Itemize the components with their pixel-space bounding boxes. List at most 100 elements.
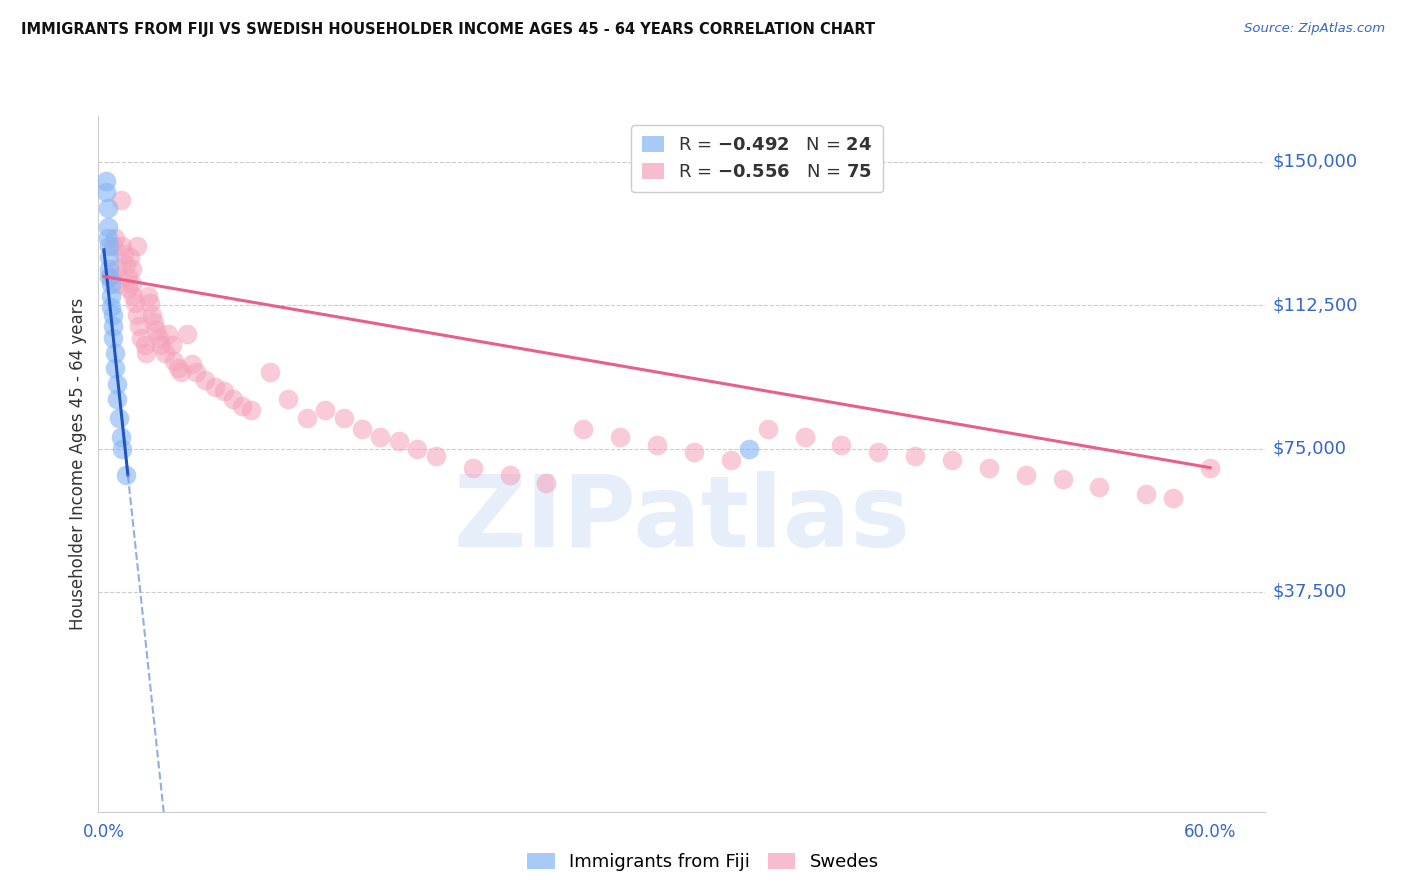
Point [97,231,120,245]
Point [105,392,128,406]
Point [100,288,122,302]
Point [830,438,852,452]
Point [122,288,145,302]
Point [110,430,132,444]
Point [142,315,165,329]
Point [977,460,1000,475]
Point [105,376,128,391]
Text: $150,000: $150,000 [1272,153,1358,171]
Point [129,331,152,345]
Point [136,288,159,302]
Y-axis label: Householder Income Ages 45 - 64 years: Householder Income Ages 45 - 64 years [69,298,87,630]
Point [194,373,217,387]
Point [150,338,173,352]
Point [127,239,149,253]
Point [100,300,122,314]
Point [536,475,558,490]
Point [406,442,429,456]
Point [101,331,124,345]
Point [117,269,139,284]
Point [128,319,150,334]
Point [104,231,127,245]
Point [100,269,122,284]
Point [94,186,117,200]
Point [94,174,117,188]
Point [157,326,180,341]
Point [222,392,245,406]
Point [118,251,141,265]
Point [124,296,146,310]
Point [295,411,318,425]
Legend: R = $\mathbf{-0.492}$   N = $\mathbf{24}$, R = $\mathbf{-0.556}$   N = $\mathbf{: R = $\mathbf{-0.492}$ N = $\mathbf{24}$,… [631,125,883,192]
Point [425,449,447,463]
Point [107,411,129,425]
Point [609,430,631,444]
Point [163,353,186,368]
Point [240,403,263,417]
Point [121,277,143,292]
Point [352,422,374,436]
Point [160,338,183,352]
Point [170,365,193,379]
Text: $75,000: $75,000 [1272,440,1347,458]
Text: 60.0%: 60.0% [1184,823,1236,841]
Point [135,346,157,360]
Point [166,361,188,376]
Point [101,239,124,253]
Point [97,201,120,215]
Point [121,261,143,276]
Point [904,449,927,463]
Text: Source: ZipAtlas.com: Source: ZipAtlas.com [1244,22,1385,36]
Point [134,338,156,352]
Point [101,308,124,322]
Point [105,261,128,276]
Point [738,442,761,456]
Point [153,346,176,360]
Point [176,326,198,341]
Point [115,468,138,483]
Point [101,319,124,334]
Point [868,445,890,459]
Point [111,442,134,456]
Point [572,422,595,436]
Point [145,323,167,337]
Point [98,269,121,284]
Point [117,281,139,295]
Legend: Immigrants from Fiji, Swedes: Immigrants from Fiji, Swedes [520,846,886,879]
Text: ZIPatlas: ZIPatlas [454,471,910,568]
Point [259,365,281,379]
Point [314,403,336,417]
Point [231,400,253,414]
Point [212,384,235,399]
Point [98,251,121,265]
Point [720,453,742,467]
Text: $112,500: $112,500 [1272,296,1358,314]
Point [111,239,134,253]
Point [461,460,484,475]
Point [1052,472,1074,486]
Point [1161,491,1184,506]
Point [204,380,226,394]
Point [498,468,520,483]
Point [793,430,815,444]
Text: IMMIGRANTS FROM FIJI VS SWEDISH HOUSEHOLDER INCOME AGES 45 - 64 YEARS CORRELATIO: IMMIGRANTS FROM FIJI VS SWEDISH HOUSEHOL… [21,22,875,37]
Point [98,239,121,253]
Point [97,219,120,234]
Point [112,246,135,260]
Point [100,277,122,292]
Point [1015,468,1038,483]
Point [148,331,170,345]
Point [181,358,204,372]
Point [941,453,963,467]
Point [370,430,392,444]
Point [139,296,162,310]
Point [756,422,779,436]
Point [388,434,411,448]
Point [1135,487,1157,501]
Point [98,261,121,276]
Point [332,411,354,425]
Point [277,392,299,406]
Point [104,346,127,360]
Text: $37,500: $37,500 [1272,582,1347,601]
Point [1199,460,1222,475]
